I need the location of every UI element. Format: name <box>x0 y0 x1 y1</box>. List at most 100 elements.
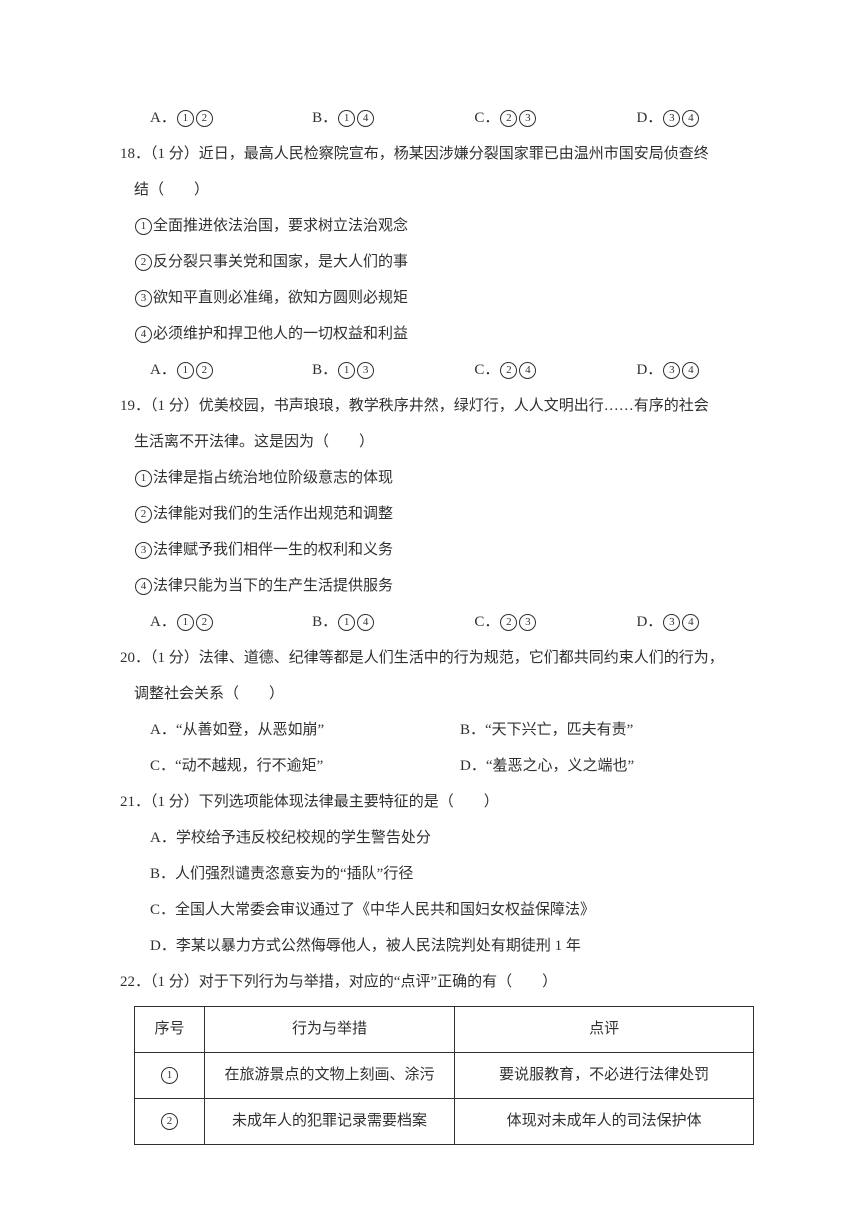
question-points: （1 分） <box>150 974 199 990</box>
circle-1-icon: 1 <box>338 110 355 127</box>
circle-3-icon: 3 <box>663 110 680 127</box>
q20-stem: 20．（1 分）法律、道德、纪律等都是人们生活中的行为规范，它们都共同约束人们的… <box>120 640 770 676</box>
q19-statement-2: 2法律能对我们的生活作出规范和调整 <box>120 496 770 532</box>
circle-1-icon: 1 <box>177 614 194 631</box>
q17-option-c: C．23 <box>474 100 636 136</box>
q19-option-d: D．34 <box>636 604 770 640</box>
q19-statement-4: 4法律只能为当下的生产生活提供服务 <box>120 568 770 604</box>
option-prefix: A． <box>150 362 176 378</box>
question-number: 22． <box>120 974 150 990</box>
circle-1-icon: 1 <box>177 110 194 127</box>
question-points: （1 分） <box>150 650 199 666</box>
row-comment: 要说服教育，不必进行法律处罚 <box>455 1053 754 1099</box>
option-prefix: B． <box>312 614 337 630</box>
q17-option-a: A．12 <box>120 100 312 136</box>
option-prefix: A． <box>150 614 176 630</box>
circle-3-icon: 3 <box>135 290 152 307</box>
q21-stem: 21．（1 分）下列选项能体现法律最主要特征的是（ ） <box>120 784 770 820</box>
q19-option-c: C．23 <box>474 604 636 640</box>
circle-4-icon: 4 <box>135 326 152 343</box>
statement-text: 必须维护和捍卫他人的一切权益和利益 <box>153 326 408 342</box>
question-points: （1 分） <box>150 146 199 162</box>
question-number: 18． <box>120 146 150 162</box>
option-prefix: B． <box>312 110 337 126</box>
q20-option-d: D．“羞恶之心，义之端也” <box>460 748 770 784</box>
question-number: 19． <box>120 398 150 414</box>
circle-4-icon: 4 <box>357 614 374 631</box>
stem-text: 优美校园，书声琅琅，教学秩序井然，绿灯行，人人文明出行……有序的社会 <box>199 398 709 414</box>
q17-option-b: B．14 <box>312 100 474 136</box>
circle-4-icon: 4 <box>135 578 152 595</box>
q18-statement-2: 2反分裂只事关党和国家，是大人们的事 <box>120 244 770 280</box>
circle-1-icon: 1 <box>177 362 194 379</box>
circle-4-icon: 4 <box>682 110 699 127</box>
circle-2-icon: 2 <box>135 254 152 271</box>
q18-statement-3: 3欲知平直则必准绳，欲知方圆则必规矩 <box>120 280 770 316</box>
circle-4-icon: 4 <box>682 614 699 631</box>
table-row: 2 未成年人的犯罪记录需要档案 体现对未成年人的司法保护体 <box>135 1099 754 1145</box>
q21-option-b: B．人们强烈谴责恣意妄为的“插队”行径 <box>120 856 770 892</box>
statement-text: 法律能对我们的生活作出规范和调整 <box>153 506 393 522</box>
q18-options: A．12 B．13 C．24 D．34 <box>120 352 770 388</box>
table-row: 1 在旅游景点的文物上刻画、涂污 要说服教育，不必进行法律处罚 <box>135 1053 754 1099</box>
stem-text: 对于下列行为与举措，对应的“点评”正确的有（ ） <box>199 974 557 990</box>
table-header-row: 序号 行为与举措 点评 <box>135 1007 754 1053</box>
circle-1-icon: 1 <box>135 470 152 487</box>
q20-option-c: C．“动不越规，行不逾矩” <box>120 748 460 784</box>
q22-table: 序号 行为与举措 点评 1 在旅游景点的文物上刻画、涂污 要说服教育，不必进行法… <box>134 1006 754 1145</box>
q19-option-b: B．14 <box>312 604 474 640</box>
option-prefix: C． <box>474 614 499 630</box>
q20-stem-l2: 调整社会关系（ ） <box>120 676 770 712</box>
q18-statement-4: 4必须维护和捍卫他人的一切权益和利益 <box>120 316 770 352</box>
statement-text: 欲知平直则必准绳，欲知方圆则必规矩 <box>153 290 408 306</box>
exam-page: A．12 B．14 C．23 D．34 18．（1 分）近日，最高人民检察院宣布… <box>0 0 860 1185</box>
row-action: 未成年人的犯罪记录需要档案 <box>204 1099 454 1145</box>
option-prefix: B． <box>312 362 337 378</box>
q19-statement-1: 1法律是指占统治地位阶级意志的体现 <box>120 460 770 496</box>
statement-text: 法律是指占统治地位阶级意志的体现 <box>153 470 393 486</box>
question-number: 20． <box>120 650 150 666</box>
stem-text: 法律、道德、纪律等都是人们生活中的行为规范，它们都共同约束人们的行为， <box>199 650 724 666</box>
row-number: 2 <box>135 1099 205 1145</box>
statement-text: 反分裂只事关党和国家，是大人们的事 <box>153 254 408 270</box>
question-number: 21． <box>120 794 150 810</box>
col-comment: 点评 <box>455 1007 754 1053</box>
col-action: 行为与举措 <box>204 1007 454 1053</box>
q19-statement-3: 3法律赋予我们相伴一生的权利和义务 <box>120 532 770 568</box>
circle-1-icon: 1 <box>161 1067 178 1084</box>
statement-text: 法律只能为当下的生产生活提供服务 <box>153 578 393 594</box>
q21-option-c: C．全国人大常委会审议通过了《中华人民共和国妇女权益保障法》 <box>120 892 770 928</box>
circle-2-icon: 2 <box>500 614 517 631</box>
q21-option-d: D．李某以暴力方式公然侮辱他人，被人民法院判处有期徒刑 1 年 <box>120 928 770 964</box>
q19-options: A．12 B．14 C．23 D．34 <box>120 604 770 640</box>
circle-1-icon: 1 <box>338 614 355 631</box>
circle-4-icon: 4 <box>682 362 699 379</box>
option-prefix: D． <box>636 110 662 126</box>
row-action: 在旅游景点的文物上刻画、涂污 <box>204 1053 454 1099</box>
option-prefix: D． <box>636 614 662 630</box>
option-prefix: A． <box>150 110 176 126</box>
circle-3-icon: 3 <box>135 542 152 559</box>
q18-option-d: D．34 <box>636 352 770 388</box>
q18-option-a: A．12 <box>120 352 312 388</box>
q21-option-a: A．学校给予违反校纪校规的学生警告处分 <box>120 820 770 856</box>
q18-option-b: B．13 <box>312 352 474 388</box>
col-number: 序号 <box>135 1007 205 1053</box>
q17-options: A．12 B．14 C．23 D．34 <box>120 100 770 136</box>
circle-2-icon: 2 <box>196 110 213 127</box>
circle-2-icon: 2 <box>500 362 517 379</box>
circle-3-icon: 3 <box>519 110 536 127</box>
question-points: （1 分） <box>150 794 199 810</box>
q19-stem: 19．（1 分）优美校园，书声琅琅，教学秩序井然，绿灯行，人人文明出行……有序的… <box>120 388 770 424</box>
q17-option-d: D．34 <box>636 100 770 136</box>
row-comment: 体现对未成年人的司法保护体 <box>455 1099 754 1145</box>
q18-stem: 18．（1 分）近日，最高人民检察院宣布，杨某因涉嫌分裂国家罪已由温州市国安局侦… <box>120 136 770 172</box>
circle-2-icon: 2 <box>196 614 213 631</box>
circle-4-icon: 4 <box>357 110 374 127</box>
q18-stem-l2: 结（ ） <box>120 172 770 208</box>
circle-1-icon: 1 <box>135 218 152 235</box>
question-points: （1 分） <box>150 398 199 414</box>
circle-3-icon: 3 <box>357 362 374 379</box>
circle-2-icon: 2 <box>161 1113 178 1130</box>
q19-option-a: A．12 <box>120 604 312 640</box>
